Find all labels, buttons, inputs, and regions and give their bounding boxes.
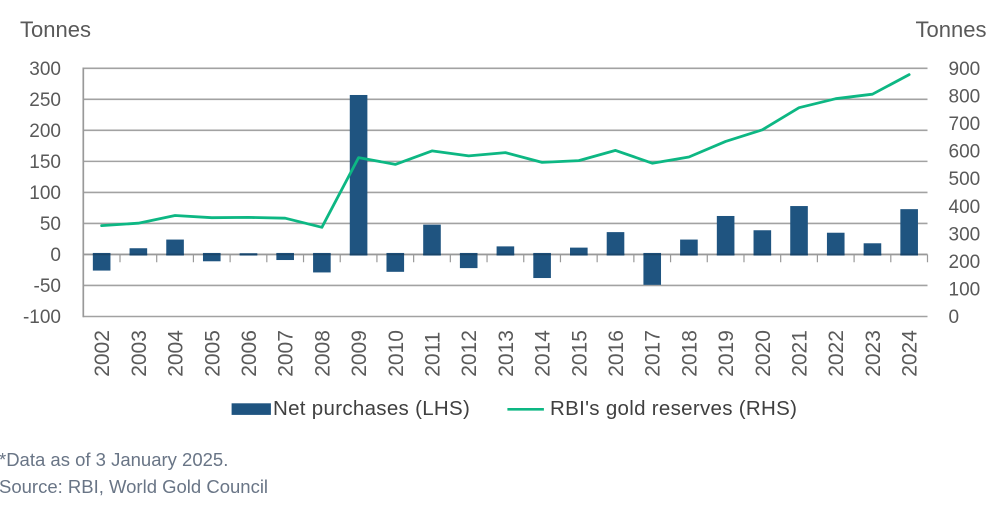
svg-text:0: 0 [50,245,61,266]
svg-text:Net purchases (LHS): Net purchases (LHS) [273,397,470,420]
svg-text:2002: 2002 [91,330,114,377]
svg-text:250: 250 [29,90,61,111]
svg-text:2023: 2023 [862,330,885,377]
svg-text:*Data as of 3 January 2025.: *Data as of 3 January 2025. [0,449,228,470]
svg-text:2019: 2019 [715,330,738,377]
svg-text:150: 150 [29,152,61,173]
svg-text:200: 200 [29,121,61,142]
svg-text:2015: 2015 [568,330,591,377]
svg-text:300: 300 [29,59,61,80]
svg-text:2006: 2006 [238,330,261,377]
svg-text:2014: 2014 [532,330,555,377]
svg-text:900: 900 [949,59,981,80]
svg-text:RBI's gold reserves (RHS): RBI's gold reserves (RHS) [550,397,797,420]
svg-text:100: 100 [29,183,61,204]
svg-text:2011: 2011 [421,332,444,377]
svg-text:2008: 2008 [311,330,334,377]
svg-text:100: 100 [949,280,981,301]
svg-text:2024: 2024 [899,330,922,377]
svg-text:2007: 2007 [275,330,298,377]
svg-text:500: 500 [949,169,981,190]
svg-text:2005: 2005 [201,330,224,377]
svg-text:-100: -100 [23,307,61,328]
svg-text:400: 400 [949,197,981,218]
svg-text:2020: 2020 [752,330,775,377]
svg-text:Tonnes: Tonnes [20,17,91,42]
svg-text:2017: 2017 [642,330,665,377]
svg-text:Tonnes: Tonnes [916,17,987,42]
svg-text:2022: 2022 [825,330,848,377]
svg-text:0: 0 [949,307,960,328]
svg-text:700: 700 [949,114,981,135]
svg-text:2013: 2013 [495,330,518,377]
svg-text:Source: RBI, World Gold Counci: Source: RBI, World Gold Council [0,476,268,497]
svg-text:300: 300 [949,224,981,245]
svg-text:2003: 2003 [128,330,151,377]
svg-text:600: 600 [949,142,981,163]
svg-text:2021: 2021 [789,330,812,377]
svg-text:2009: 2009 [348,330,371,377]
svg-text:2004: 2004 [165,330,188,377]
svg-text:2018: 2018 [678,330,701,377]
svg-text:800: 800 [949,86,981,107]
svg-text:50: 50 [40,214,61,235]
svg-text:2012: 2012 [458,330,481,377]
svg-text:-50: -50 [34,276,61,297]
svg-text:2016: 2016 [605,330,628,377]
svg-text:200: 200 [949,252,981,273]
svg-text:2010: 2010 [385,330,408,377]
